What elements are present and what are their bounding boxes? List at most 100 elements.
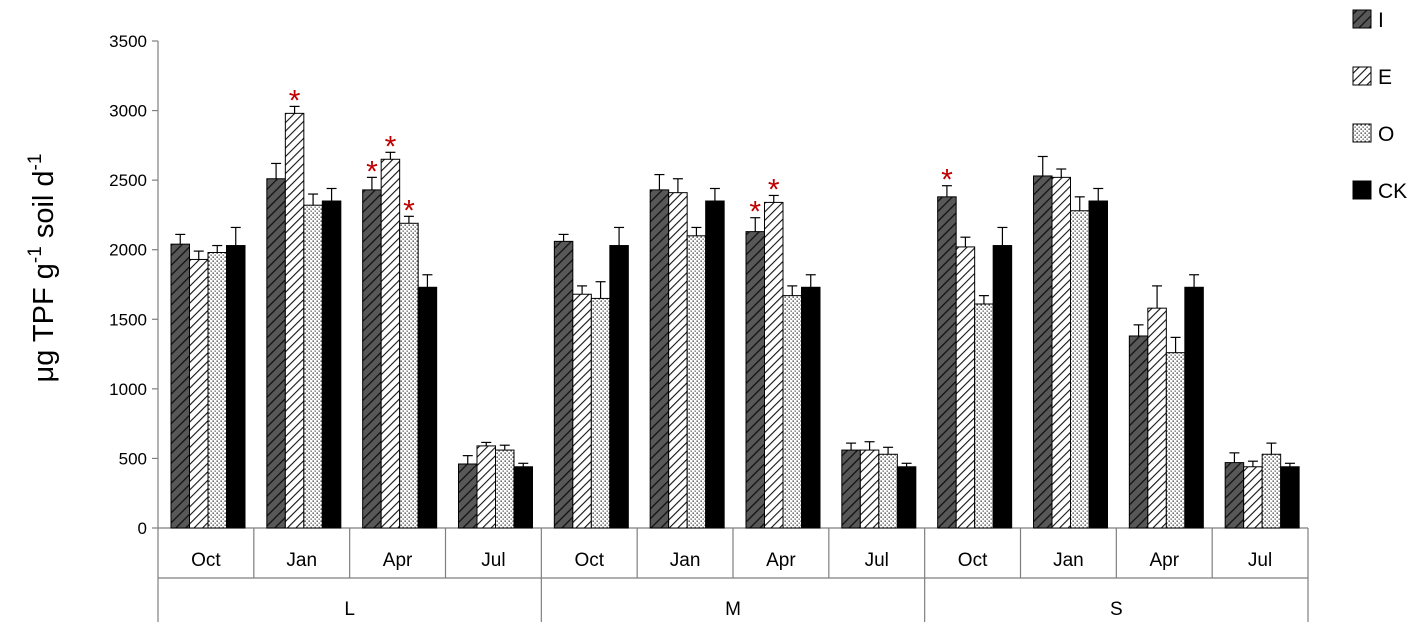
error-bar-I-5 [654,173,665,190]
x-category-label: Jan [1053,550,1084,571]
bar-O-6 [782,295,802,529]
x-group-label: L [344,599,355,620]
y-axis-label: μg TPF g-1 soil d-1 [25,154,60,383]
error-bar-I-6 [750,217,761,232]
error-bar-O-10 [1170,336,1181,353]
x-category-label: Jan [286,550,317,571]
x-group-label: M [725,599,741,620]
bar-CK-0 [226,245,246,529]
y-tick-label: 3500 [109,32,147,51]
error-bar-E-2 [385,151,396,160]
legend-label-O: O [1378,123,1394,146]
error-bar-O-7 [883,446,894,455]
error-bar-CK-2 [422,274,433,288]
bar-CK-5 [705,200,725,529]
bar-O-4 [590,297,611,529]
error-bar-O-11 [1266,442,1277,455]
error-bar-I-7 [846,442,857,451]
x-category-label: Oct [958,550,988,571]
bar-CK-9 [1088,200,1108,529]
bar-E-8 [955,246,976,529]
bar-I-7 [841,449,861,529]
error-bar-I-9 [1037,155,1048,176]
y-tick-label: 1000 [109,380,147,399]
error-bar-CK-4 [614,226,625,246]
error-bar-E-1 [289,105,300,114]
bar-CK-8 [992,245,1013,529]
legend-swatch-O [1352,123,1372,143]
error-bar-CK-0 [230,226,241,246]
bar-I-0 [170,243,190,529]
bar-E-1 [284,112,305,529]
bar-CK-2 [417,286,438,529]
axes: 0 500 1000 1500 2000 2500 3000 3500 Oct Jan Apr Jul… [109,32,1309,622]
error-bar-CK-3 [518,462,529,467]
error-bar-O-3 [499,444,510,451]
error-bar-I-11 [1229,452,1240,463]
bar-I-1 [266,178,286,529]
bar-E-2 [380,158,401,529]
bar-CK-3 [513,466,533,529]
x-category-label: Jul [865,550,889,571]
bar-O-1 [303,204,323,529]
legend-swatch-I [1352,9,1372,29]
significance-star: * [749,196,761,229]
y-tick-label: 1500 [109,310,147,329]
error-bar-E-8 [960,236,971,247]
x-category-label: Jul [481,550,505,571]
error-bar-E-4 [577,285,588,295]
bar-O-3 [495,449,515,529]
bar-I-10 [1128,335,1149,529]
bar-I-4 [553,240,574,529]
bar-E-0 [189,258,209,529]
error-bar-E-6 [768,194,779,203]
error-bar-CK-7 [901,462,912,467]
significance-star: * [403,194,415,227]
x-category-label: Apr [1149,550,1179,571]
x-category-label: Jul [1248,550,1272,571]
error-bar-O-1 [308,193,319,206]
legend-swatch-CK [1352,180,1372,200]
bar-O-10 [1165,352,1186,529]
bar-CK-6 [801,286,821,529]
y-tick-label: 3000 [109,102,147,121]
bar-I-3 [458,463,478,529]
bar-O-8 [974,303,994,529]
legend: I E O CK [1352,9,1407,203]
x-category-label: Apr [766,550,796,571]
error-bar-E-5 [672,178,683,193]
error-bar-E-10 [1152,285,1163,309]
bar-CK-10 [1184,286,1204,529]
error-bar-O-6 [787,285,798,296]
bar-E-7 [859,449,880,529]
x-category-label: Oct [574,550,604,571]
error-bar-CK-8 [997,226,1008,246]
y-tick-label: 2000 [109,241,147,260]
significance-star: * [289,84,301,117]
significance-star: * [366,155,378,188]
error-bar-E-0 [193,250,204,260]
bar-E-3 [476,445,496,529]
error-bar-CK-10 [1189,274,1200,288]
x-category-label: Jan [670,550,701,571]
error-bar-CK-1 [326,187,337,202]
legend-label-CK: CK [1378,180,1407,203]
bar-I-6 [745,231,765,529]
bar-O-9 [1070,210,1090,529]
error-bar-CK-9 [1093,187,1104,202]
bar-E-5 [668,192,688,529]
error-bar-O-8 [978,295,989,304]
y-tick-label: 2500 [109,171,147,190]
x-category-label: Apr [383,550,413,571]
error-bar-I-4 [558,233,569,242]
error-bar-O-9 [1074,196,1085,211]
error-bar-O-0 [212,244,223,253]
error-bar-E-9 [1056,168,1067,178]
legend-label-E: E [1378,66,1392,89]
bar-O-2 [399,222,419,529]
error-bar-I-0 [175,233,186,245]
significance-star: * [941,164,953,197]
bar-E-4 [572,293,592,529]
error-bar-I-2 [366,176,377,190]
x-group-label: S [1110,599,1123,620]
